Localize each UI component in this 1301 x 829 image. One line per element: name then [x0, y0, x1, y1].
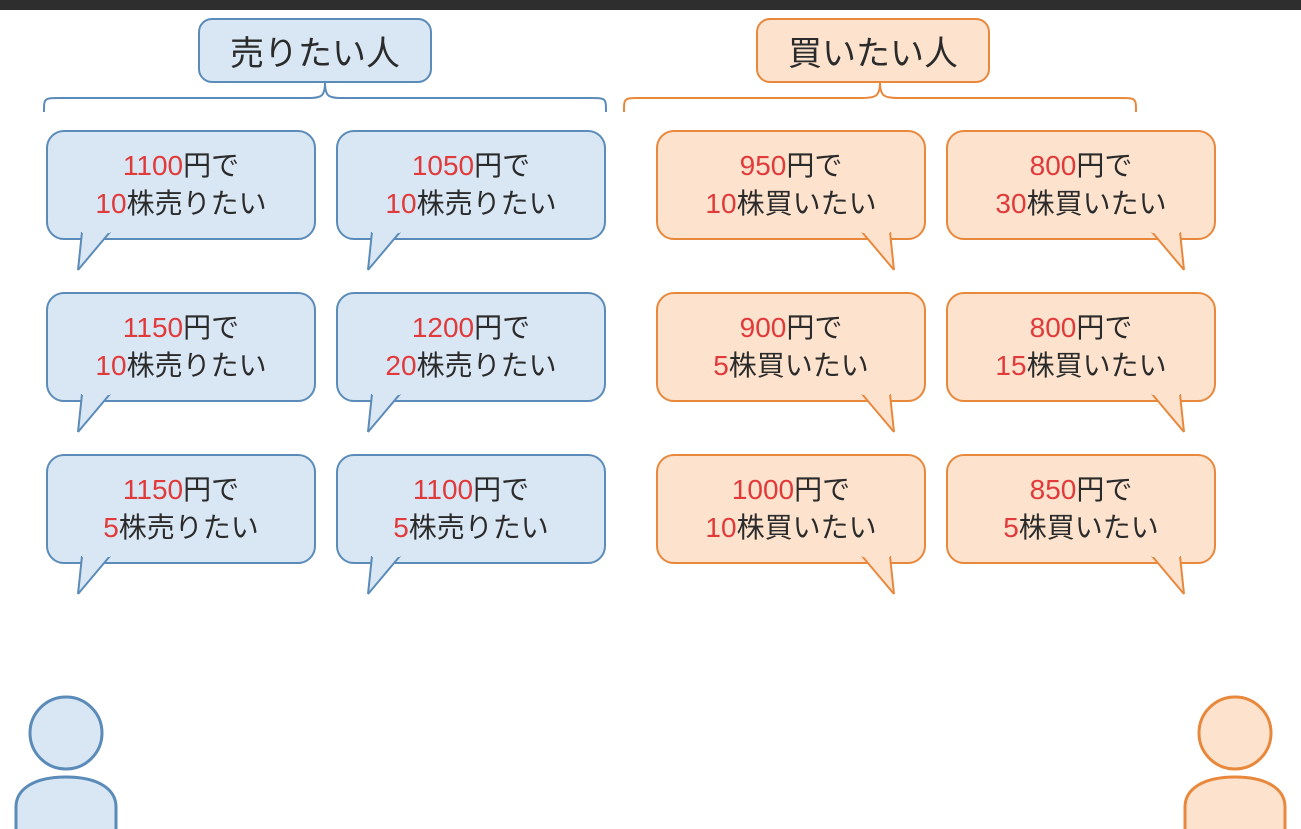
top-bar	[0, 0, 1301, 10]
bubble-line-price: 900円で	[740, 309, 843, 347]
speech-bubble: 1150円で5株売りたい	[46, 454, 316, 564]
bubble-line-qty: 5株売りたい	[393, 509, 549, 547]
speech-bubble: 900円で5株買いたい	[656, 292, 926, 402]
buyer-bubbles: 950円で10株買いたい 800円で30株買いたい 900円で5株買いたい 80…	[656, 130, 1216, 564]
buyer-brace	[620, 78, 1140, 116]
bubble-tail	[1146, 232, 1186, 272]
seller-bubbles: 1100円で10株売りたい 1050円で10株売りたい 1150円で10株売りた…	[46, 130, 606, 564]
bubble-line-price: 950円で	[740, 147, 843, 185]
bubble-line-qty: 10株買いたい	[705, 185, 876, 223]
bubble-line-price: 1050円で	[412, 147, 530, 185]
seller-header-text: 売りたい人	[230, 35, 400, 73]
bubble-tail	[366, 394, 406, 434]
speech-bubble: 1100円で5株売りたい	[336, 454, 606, 564]
bubble-line-price: 1000円で	[732, 471, 850, 509]
bubble-line-qty: 10株売りたい	[95, 185, 266, 223]
bubble-tail	[1146, 394, 1186, 434]
bubble-line-price: 1200円で	[412, 309, 530, 347]
bubble-line-qty: 10株売りたい	[385, 185, 556, 223]
bubble-tail	[856, 556, 896, 596]
speech-bubble: 1000円で10株買いたい	[656, 454, 926, 564]
buyer-header-text: 買いたい人	[788, 35, 958, 73]
bubble-line-price: 800円で	[1030, 147, 1133, 185]
bubble-tail	[856, 394, 896, 434]
bubble-tail	[76, 556, 116, 596]
bubble-tail	[366, 232, 406, 272]
bubble-line-price: 1150円で	[123, 471, 239, 509]
bubble-line-qty: 5株買いたい	[713, 347, 869, 385]
buyer-header: 買いたい人	[756, 18, 990, 83]
bubble-line-price: 1100円で	[413, 471, 529, 509]
speech-bubble: 850円で5株買いたい	[946, 454, 1216, 564]
speech-bubble: 1100円で10株売りたい	[46, 130, 316, 240]
bubble-tail	[1146, 556, 1186, 596]
seller-person-icon	[6, 689, 136, 829]
bubble-line-qty: 5株買いたい	[1003, 509, 1159, 547]
seller-brace	[40, 78, 610, 116]
bubble-line-qty: 5株売りたい	[103, 509, 259, 547]
bubble-tail	[366, 556, 406, 596]
bubble-line-qty: 10株売りたい	[95, 347, 266, 385]
bubble-tail	[76, 394, 116, 434]
bubble-line-price: 850円で	[1030, 471, 1133, 509]
seller-header: 売りたい人	[198, 18, 432, 83]
bubble-line-price: 800円で	[1030, 309, 1133, 347]
speech-bubble: 950円で10株買いたい	[656, 130, 926, 240]
bubble-line-qty: 20株売りたい	[385, 347, 556, 385]
speech-bubble: 1150円で10株売りたい	[46, 292, 316, 402]
speech-bubble: 800円で15株買いたい	[946, 292, 1216, 402]
speech-bubble: 1200円で20株売りたい	[336, 292, 606, 402]
speech-bubble: 1050円で10株売りたい	[336, 130, 606, 240]
buyer-person-icon	[1165, 689, 1295, 829]
bubble-line-qty: 15株買いたい	[995, 347, 1166, 385]
bubble-line-qty: 30株買いたい	[995, 185, 1166, 223]
speech-bubble: 800円で30株買いたい	[946, 130, 1216, 240]
bubble-tail	[76, 232, 116, 272]
bubble-line-qty: 10株買いたい	[705, 509, 876, 547]
bubble-line-price: 1150円で	[123, 309, 239, 347]
bubble-tail	[856, 232, 896, 272]
bubble-line-price: 1100円で	[123, 147, 239, 185]
